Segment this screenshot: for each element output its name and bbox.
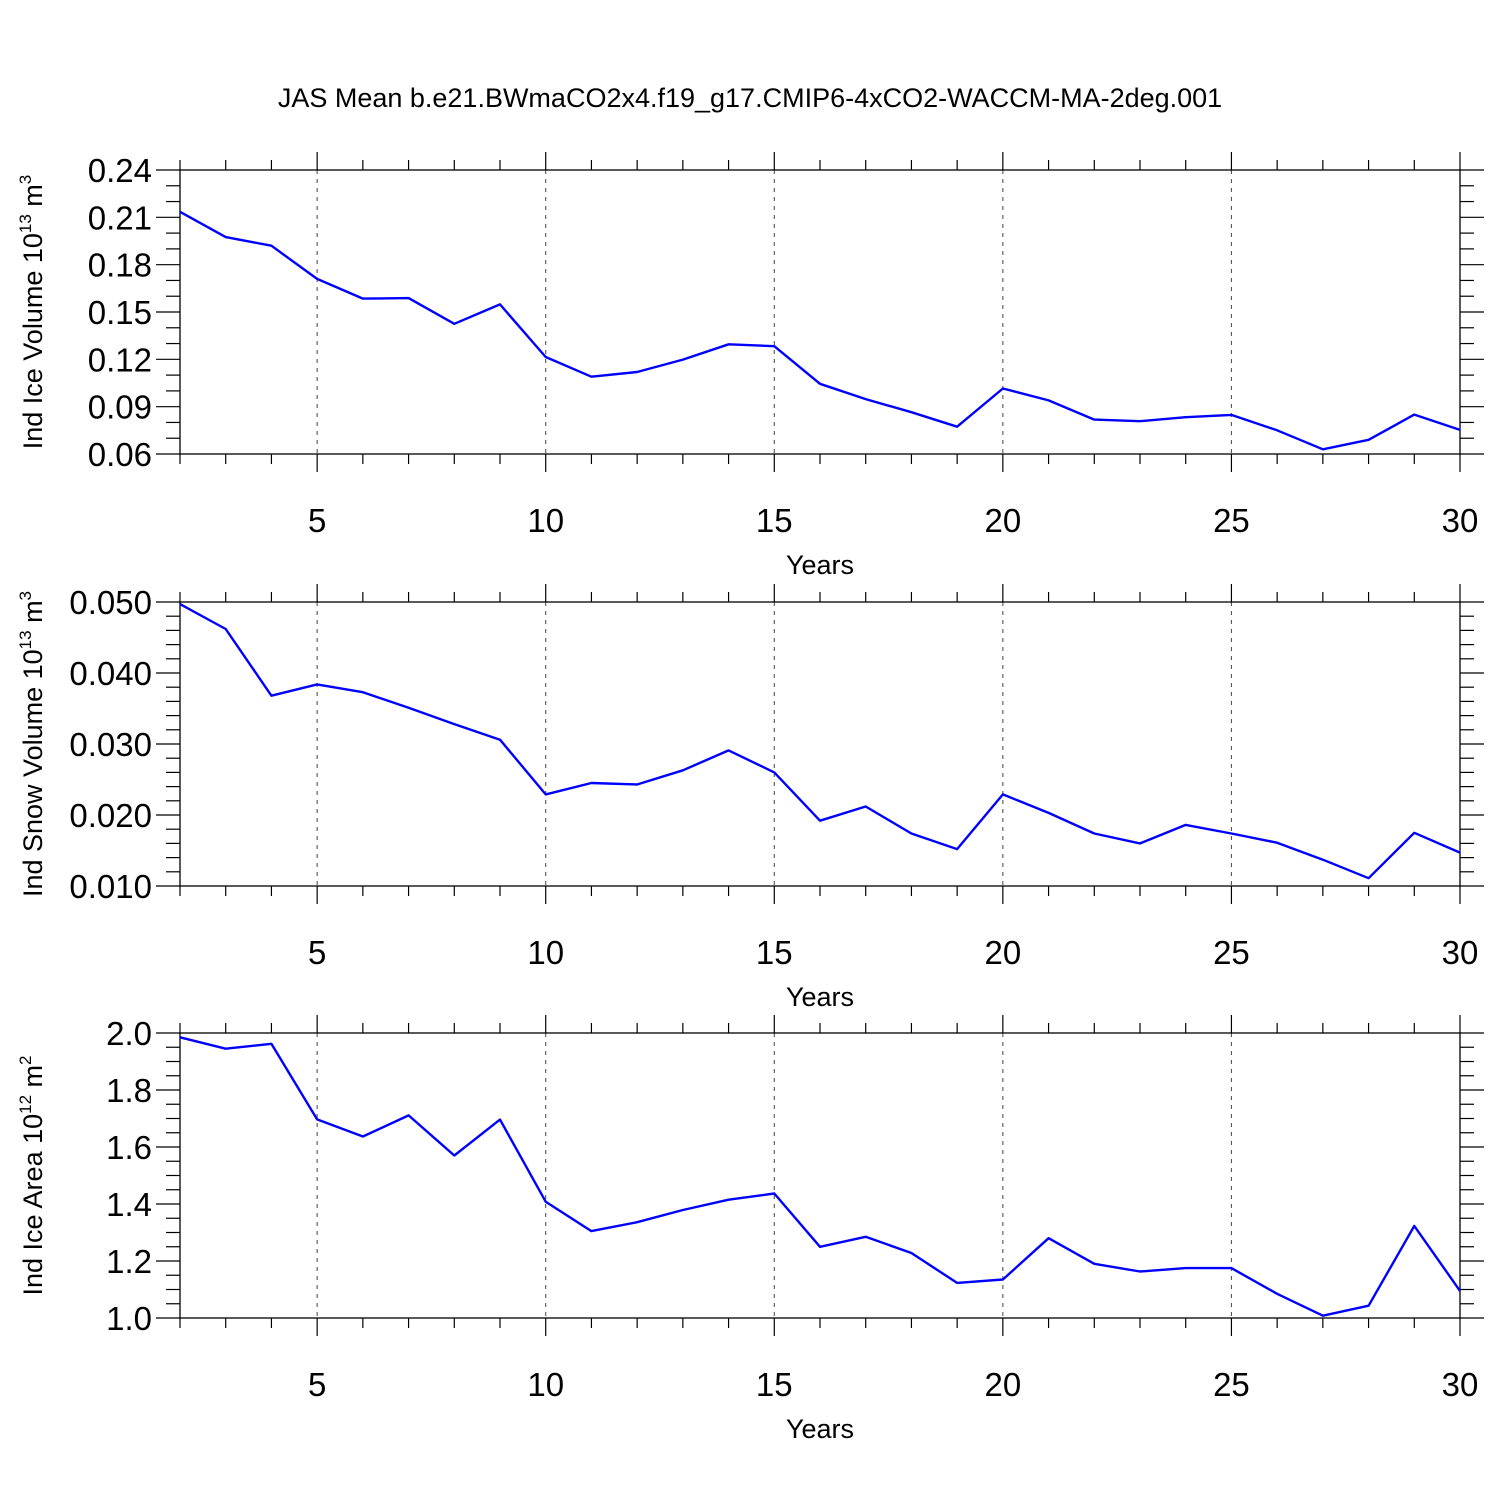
- panel-snow-volume: 5 10 15 20 25 30 0.010 0.020 0.030 0.040 0.050 Year…: [16, 584, 1484, 1012]
- x-tick-label: 30: [1442, 502, 1479, 539]
- x-axis-label: Years: [786, 550, 854, 580]
- x-tick-label: 20: [984, 1366, 1021, 1403]
- y-axis-label: Ind Ice Volume 1013 m3: [16, 175, 48, 450]
- plot-frame: [179, 1032, 1461, 1319]
- y-tick-label: 0.21: [88, 199, 152, 236]
- x-tick-label: 30: [1442, 1366, 1479, 1403]
- y-tick-label: 1.8: [106, 1072, 152, 1109]
- y-tick-label: 1.0: [106, 1300, 152, 1337]
- series-line-ice-volume: [179, 210, 1461, 451]
- y-tick-label: 0.040: [69, 655, 152, 692]
- y-axis-label: Ind Ice Area 1012 m2: [16, 1055, 48, 1295]
- x-tick-label: 25: [1213, 502, 1250, 539]
- panels: 5 10 15 20 25 30 0.06 0.09 0.12 0.15 0.18 0.21 0.24 Y…: [16, 152, 1484, 1444]
- x-tick-label: 25: [1213, 1366, 1250, 1403]
- x-tick-label: 20: [984, 502, 1021, 539]
- y-tick-label: 0.12: [88, 341, 152, 378]
- x-axis-label: Years: [786, 982, 854, 1012]
- x-tick-label: 15: [756, 502, 793, 539]
- panel-ice-volume: 5 10 15 20 25 30 0.06 0.09 0.12 0.15 0.18 0.21 0.24 Y…: [16, 152, 1484, 580]
- x-tick-label: 10: [527, 1366, 564, 1403]
- y-tick-label: 0.24: [88, 152, 152, 189]
- y-tick-label: 0.010: [69, 868, 152, 905]
- chart-title: JAS Mean b.e21.BWmaCO2x4.f19_g17.CMIP6-4…: [278, 83, 1222, 113]
- x-tick-label: 10: [527, 502, 564, 539]
- x-tick-label: 5: [308, 1366, 326, 1403]
- y-tick-label: 0.15: [88, 294, 152, 331]
- y-tick-label: 1.6: [106, 1129, 152, 1166]
- y-tick-label: 0.18: [88, 247, 152, 284]
- y-axis-label: Ind Snow Volume 1013 m3: [16, 591, 48, 897]
- x-tick-label: 30: [1442, 934, 1479, 971]
- y-tick-label: 0.09: [88, 389, 152, 426]
- series-line-snow-volume: [179, 603, 1461, 880]
- plot-frame: [179, 601, 1461, 887]
- x-tick-label: 5: [308, 502, 326, 539]
- x-tick-label: 10: [527, 934, 564, 971]
- y-tick-label: 0.06: [88, 436, 152, 473]
- y-tick-label: 0.050: [69, 584, 152, 621]
- y-tick-label: 0.030: [69, 726, 152, 763]
- x-tick-label: 20: [984, 934, 1021, 971]
- y-tick-label: 2.0: [106, 1015, 152, 1052]
- series-line-ice-area: [179, 1036, 1461, 1317]
- y-tick-label: 1.2: [106, 1243, 152, 1280]
- panel-ice-area: 5 10 15 20 25 30 1.0 1.2 1.4 1.6 1.8 2.0 Years Ind Ic…: [16, 1015, 1484, 1444]
- x-tick-label: 25: [1213, 934, 1250, 971]
- plot-frame: [179, 169, 1461, 455]
- y-tick-label: 1.4: [106, 1186, 152, 1223]
- x-tick-label: 5: [308, 934, 326, 971]
- x-tick-label: 15: [756, 934, 793, 971]
- x-axis-label: Years: [786, 1414, 854, 1444]
- y-tick-label: 0.020: [69, 797, 152, 834]
- x-tick-label: 15: [756, 1366, 793, 1403]
